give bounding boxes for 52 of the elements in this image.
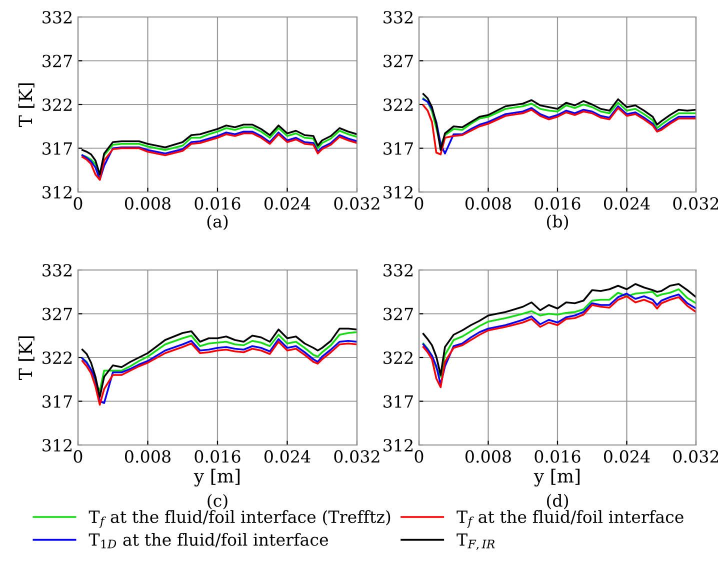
x-tick-label: 0.024: [264, 450, 310, 463]
x-tick-label: 0: [414, 450, 424, 463]
y-tick-label: 322: [384, 351, 413, 364]
y-tick-label: 317: [42, 142, 72, 155]
y-tick-label: 312: [384, 438, 413, 452]
x-tick-label: 0.032: [673, 450, 718, 463]
x-tick-label: 0.024: [604, 450, 650, 463]
y-tick-label: 322: [42, 351, 72, 364]
y-tick-label: 327: [42, 54, 72, 68]
text: (d): [546, 494, 568, 510]
x-tick-label: 0.016: [534, 197, 580, 210]
y-tick-label: 312: [42, 438, 72, 452]
x-tick-label: 0.024: [604, 197, 650, 210]
y-tick-label: 317: [384, 395, 413, 408]
x-tick-label: 0: [74, 450, 82, 463]
y-tick-label: 322: [384, 98, 413, 112]
y-tick-label: 332: [384, 264, 413, 277]
x-tick-label: 0.008: [124, 197, 170, 210]
legend-label: T$_{1D}$ at the fluid/foil interface: [88, 533, 328, 548]
x-axis-title: y [m]: [194, 468, 240, 486]
y-tick-label: 332: [384, 10, 413, 24]
legend-label: T$_{f}$ at the fluid/foil interface (Trefftz): [88, 510, 390, 528]
y-tick-label: 327: [384, 308, 413, 320]
text: (b): [546, 214, 568, 230]
y-tick-label: 332: [42, 10, 72, 24]
x-tick-label: 0.032: [334, 197, 380, 210]
y-tick-label: 317: [42, 395, 72, 408]
y-tick-label: 322: [42, 98, 72, 112]
x-tick-label: 0.024: [264, 197, 310, 210]
x-axis-title: y [m]: [534, 468, 580, 486]
text: (a): [207, 214, 228, 230]
x-tick-label: 0.016: [194, 450, 240, 463]
x-tick-label: 0.032: [673, 197, 718, 210]
y-tick-label: 327: [42, 308, 72, 320]
x-tick-label: 0.016: [194, 197, 240, 210]
x-tick-label: 0.008: [124, 450, 170, 463]
y-tick-label: 317: [384, 142, 413, 155]
x-tick-label: 0.008: [465, 197, 511, 210]
x-tick-label: 0: [74, 197, 82, 210]
y-tick-label: 312: [42, 186, 72, 199]
y-tick-label: 312: [384, 186, 413, 199]
legend-label: T$_{F,IR}$: [456, 534, 495, 550]
x-tick-label: 0.032: [334, 450, 380, 463]
y-tick-label: 332: [42, 264, 72, 277]
y-axis-title: T [K]: [18, 83, 34, 127]
x-tick-label: 0.008: [465, 450, 511, 463]
text: (c): [208, 494, 228, 510]
y-axis-title: T [K]: [18, 336, 34, 380]
y-tick-label: 327: [384, 54, 413, 68]
x-tick-label: 0.016: [534, 450, 580, 463]
legend-label: T$_{f}$ at the fluid/foil interface: [456, 510, 684, 528]
x-tick-label: 0: [414, 197, 424, 210]
